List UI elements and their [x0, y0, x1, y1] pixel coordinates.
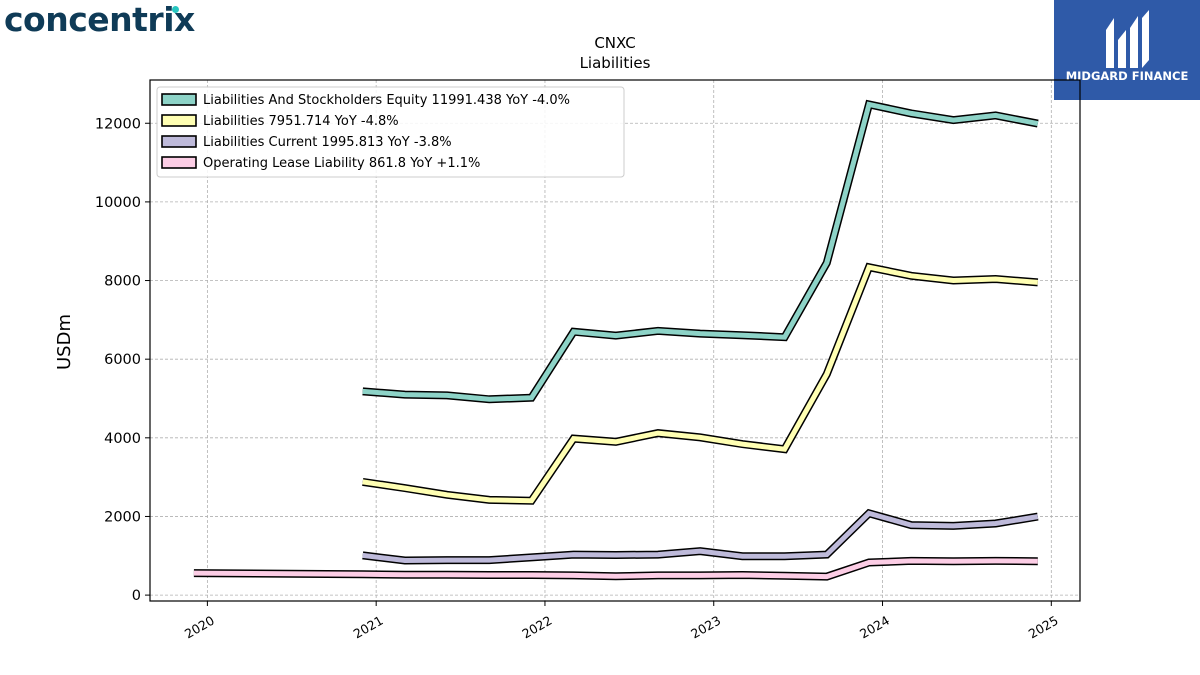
- y-tick-label: 12000: [95, 116, 141, 132]
- chart-subtitle: Liabilities: [580, 54, 651, 72]
- y-tick-label: 2000: [104, 509, 141, 525]
- y-tick-label: 10000: [95, 195, 141, 211]
- legend-swatch-1: [161, 114, 197, 127]
- midgard-finance-badge: MIDGARD FINANCE: [1054, 0, 1200, 100]
- plot-frame: [149, 79, 1081, 602]
- concentrix-logo: concentrix: [4, 0, 195, 39]
- y-tick-label: 4000: [104, 431, 141, 447]
- series-line-1: [362, 264, 1039, 504]
- legend-swatch-3: [161, 156, 197, 169]
- y-tick-label: 6000: [104, 352, 141, 368]
- series-outline-1: [362, 262, 1039, 505]
- series-line-2: [362, 510, 1039, 564]
- series-line-0: [362, 101, 1039, 402]
- x-tick-label: 2025: [1026, 613, 1061, 642]
- series-line-3: [193, 558, 1038, 580]
- legend-label-3: Operating Lease Liability 861.8 YoY +1.1…: [203, 156, 480, 171]
- y-axis-ticks: 0 2000 4000 6000 8000 10000 12000: [95, 116, 150, 604]
- x-tick-label: 2020: [182, 613, 217, 642]
- y-tick-label: 0: [132, 588, 141, 604]
- legend-swatch-0: [161, 93, 197, 106]
- legend-label-0: Liabilities And Stockholders Equity 1199…: [203, 93, 570, 108]
- legend-swatch-2: [161, 135, 197, 148]
- legend-label-1: Liabilities 7951.714 YoY -4.8%: [203, 114, 399, 129]
- y-tick-label: 8000: [104, 274, 141, 290]
- x-tick-label: 2022: [519, 613, 554, 642]
- logo-dot-icon: [172, 6, 179, 13]
- x-tick-label: 2021: [351, 613, 386, 642]
- y-axis-label: USDm: [54, 314, 75, 370]
- company-logo-text: concentrix: [4, 0, 195, 39]
- series-lines: [193, 99, 1039, 581]
- midgard-logo-icon: [1106, 10, 1149, 68]
- x-tick-label: 2023: [688, 613, 723, 642]
- x-axis-ticks: 2020 2021 2022 2023 2024 2025: [182, 601, 1061, 642]
- legend-box: [156, 86, 625, 178]
- chart-title: CNXC: [594, 34, 635, 52]
- legend: Liabilities And Stockholders Equity 1199…: [156, 86, 625, 178]
- publisher-name: MIDGARD FINANCE: [1065, 69, 1189, 83]
- legend-label-2: Liabilities Current 1995.813 YoY -3.8%: [203, 135, 452, 150]
- x-tick-label: 2024: [857, 613, 892, 642]
